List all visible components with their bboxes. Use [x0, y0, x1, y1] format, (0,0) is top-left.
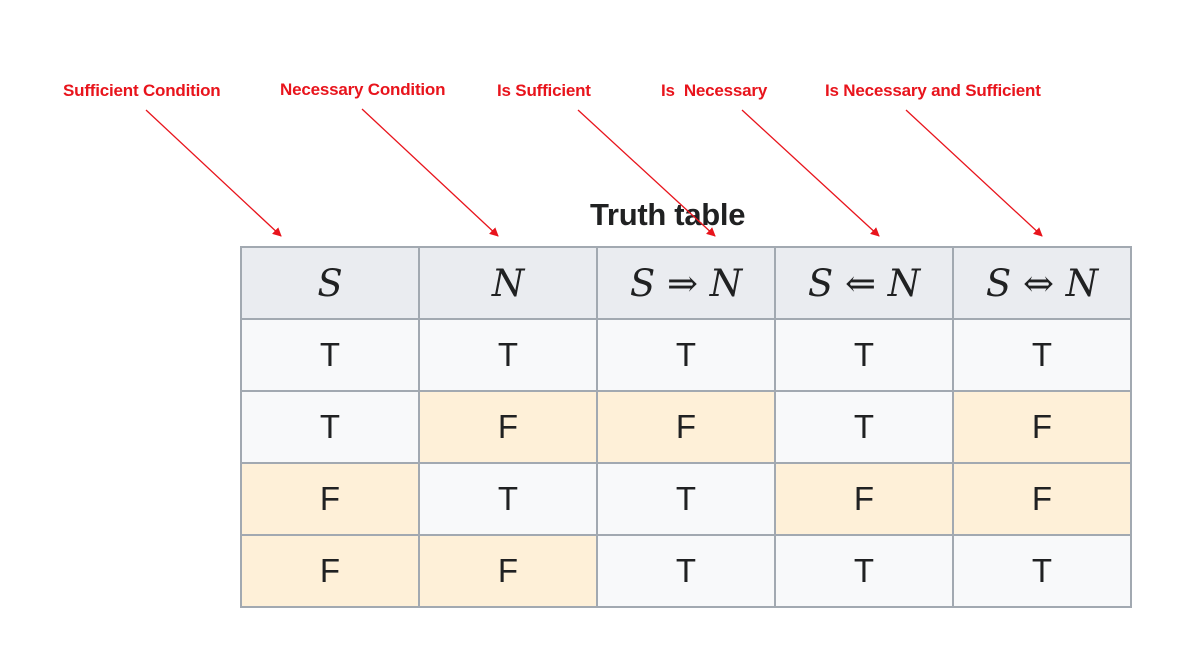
table-title: Truth table: [590, 197, 746, 232]
table-cell: F: [952, 390, 1132, 464]
table-cell: F: [596, 390, 776, 464]
table-cell: T: [774, 534, 954, 608]
table-row: F T T F F: [240, 462, 1132, 536]
table-cell: F: [418, 390, 598, 464]
table-cell: T: [774, 318, 954, 392]
table-cell: F: [774, 462, 954, 536]
table-row: T F F T F: [240, 390, 1132, 464]
annotation-is-necessary: Is Necessary: [661, 81, 768, 100]
arrow-is-sufficient: [577, 109, 716, 237]
header-s-iff-n: S ⇔ N: [952, 246, 1132, 320]
table-cell: T: [596, 534, 776, 608]
table-cell: F: [240, 534, 420, 608]
table-cell: F: [418, 534, 598, 608]
table-cell: T: [774, 390, 954, 464]
truth-table: S N S ⇒ N S ⇐ N S ⇔ N T T T T T T F F T …: [240, 246, 1132, 608]
header-s-implies-n: S ⇒ N: [596, 246, 776, 320]
table-cell: T: [952, 534, 1132, 608]
table-cell: F: [240, 462, 420, 536]
header-n: N: [418, 246, 598, 320]
arrow-necessary-condition: [361, 108, 499, 237]
table-cell: T: [596, 462, 776, 536]
annotation-is-sufficient: Is Sufficient: [497, 81, 591, 100]
arrow-is-necessary: [741, 109, 880, 237]
annotation-sufficient-condition: Sufficient Condition: [63, 81, 221, 100]
table-row: T T T T T: [240, 318, 1132, 392]
annotation-necessary-condition: Necessary Condition: [280, 80, 446, 99]
arrow-sufficient-condition: [145, 109, 282, 237]
header-row: S N S ⇒ N S ⇐ N S ⇔ N: [240, 246, 1132, 320]
header-s: S: [240, 246, 420, 320]
annotation-is-necessary-and-sufficient: Is Necessary and Sufficient: [825, 81, 1041, 100]
table-cell: T: [952, 318, 1132, 392]
header-s-implied-by-n: S ⇐ N: [774, 246, 954, 320]
table-cell: T: [418, 462, 598, 536]
table-cell: T: [240, 318, 420, 392]
table-cell: F: [952, 462, 1132, 536]
arrow-is-necessary-and-sufficient: [905, 109, 1043, 237]
table-cell: T: [596, 318, 776, 392]
table-cell: T: [418, 318, 598, 392]
table-cell: T: [240, 390, 420, 464]
table-row: F F T T T: [240, 534, 1132, 608]
